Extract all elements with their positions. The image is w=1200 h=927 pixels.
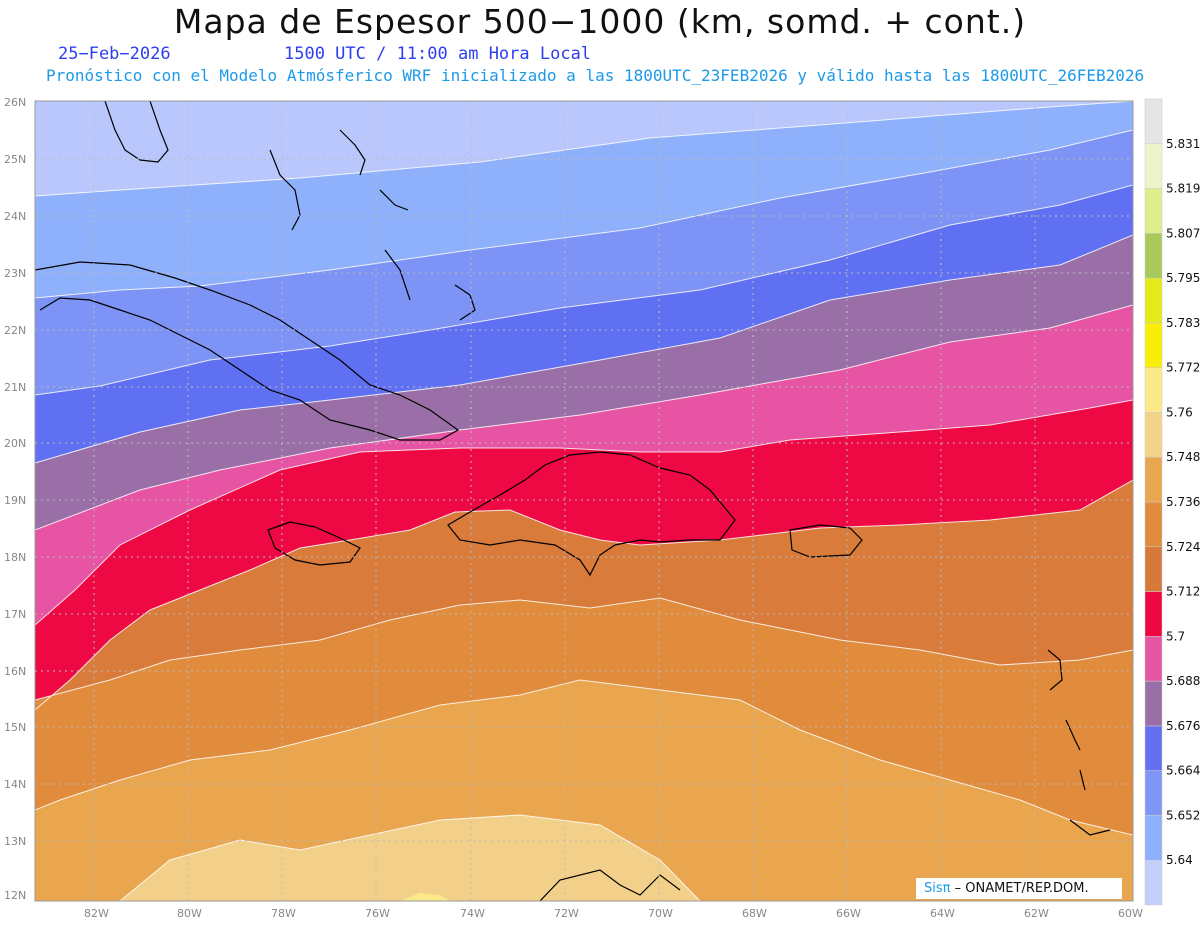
colorbar-swatch [1144,188,1163,234]
colorbar-label: 5.748 [1166,450,1200,464]
lon-label: 68W [742,907,767,920]
lat-label: 14N [4,778,26,791]
band-5.7 [35,305,1133,625]
colorbar-label: 5.688 [1166,674,1200,688]
band-5.748 [35,680,1133,901]
lat-label: 12N [4,889,26,902]
colorbar-swatch [1144,143,1163,189]
colorbar-swatch [1144,501,1163,548]
lon-label: 74W [460,907,485,920]
colorbar-swatch [1144,815,1163,861]
map-frame [34,100,1134,902]
colorbar-swatch [1144,591,1163,637]
florida-coast [104,101,169,163]
forecast-description: Pronóstico con el Modelo Atmósferico WRF… [46,66,1145,85]
colorbar-swatch [1144,322,1163,368]
credit-box: Sisπ – ONAMET/REP.DOM. [916,878,1122,899]
latitude-labels: 26N 25N 24N 23N 22N 21N 20N 19N 18N 17N … [4,96,26,902]
colorbar-label: 5.795 [1166,271,1200,285]
colorbar-swatch [1144,412,1163,458]
lat-label: 22N [4,324,26,337]
jamaica-coast [267,521,361,566]
lon-label: 82W [84,907,109,920]
lat-label: 18N [4,551,26,564]
colorbar-label: 5.76 [1166,405,1193,419]
band-5.664 [35,130,1133,395]
band-5.76 [120,815,700,901]
band-5.652 [35,101,1133,298]
band-5.772 [400,893,450,901]
colorbar-swatch [1144,367,1163,413]
lat-label: 17N [4,608,26,621]
lat-label: 13N [4,835,26,848]
colorbar: 5.64 5.652 5.664 5.676 5.688 5.7 5.712 5.724 5.7… [1144,98,1200,906]
lat-label: 21N [4,381,26,394]
colorbar-swatch [1144,636,1163,682]
valid-date: 25−Feb−2026 [58,44,171,64]
colorbar-swatch [1144,233,1163,279]
valid-time: 1500 UTC / 11:00 am Hora Local [284,44,592,64]
cuba-coast [35,261,460,441]
band-5.736 [35,598,1133,835]
colorbar-swatch [1144,277,1163,324]
band-5.688 [35,235,1133,530]
colorbar-label: 5.712 [1166,585,1200,599]
colorbar-label: 5.664 [1166,764,1200,778]
lat-label: 16N [4,665,26,678]
band-5.712 [35,400,1133,710]
colorbar-swatch [1144,98,1163,145]
sispi-logo: Sisπ [924,881,951,896]
puerto-rico-coast [789,524,863,558]
colorbar-label: 5.724 [1166,540,1200,554]
colorbar-label: 5.831 [1166,137,1200,151]
coastlines [35,101,1111,901]
lat-label: 24N [4,210,26,223]
hispaniola-coast [447,451,736,577]
colorbar-label: 5.64 [1166,853,1193,867]
colorbar-swatch [1144,456,1163,503]
colorbar-swatch [1144,546,1163,592]
colorbar-swatch [1144,680,1163,727]
lon-label: 78W [271,907,296,920]
colorbar-swatch [1144,725,1163,771]
longitude-labels: 82W 80W 78W 76W 74W 72W 70W 68W 66W 64W … [84,907,1143,920]
lon-label: 60W [1118,907,1143,920]
band-5.676 [35,185,1133,463]
colorbar-swatch [1144,770,1163,816]
colorbar-label: 5.772 [1166,361,1200,375]
lon-label: 66W [836,907,861,920]
lon-label: 76W [365,907,390,920]
colorbar-label: 5.807 [1166,226,1200,240]
colorbar-label: 5.783 [1166,316,1200,330]
band-5.724 [35,480,1133,710]
lat-label: 25N [4,153,26,166]
lon-label: 64W [930,907,955,920]
colorbar-label: 5.7 [1166,629,1185,643]
lat-label: 23N [4,267,26,280]
band-5.64 [35,101,1133,196]
thickness-fill [35,101,1133,901]
lon-label: 62W [1024,907,1049,920]
gridlines [35,101,1133,901]
colorbar-label: 5.819 [1166,182,1200,196]
lon-label: 72W [554,907,579,920]
colorbar-label: 5.676 [1166,719,1200,733]
colorbar-label: 5.736 [1166,495,1200,509]
lon-label: 70W [648,907,673,920]
lat-label: 15N [4,721,26,734]
credit-org: – ONAMET/REP.DOM. [954,881,1089,896]
lat-label: 26N [4,96,26,109]
lat-label: 19N [4,494,26,507]
lat-label: 20N [4,437,26,450]
colorbar-label: 5.652 [1166,808,1200,822]
lon-label: 80W [177,907,202,920]
colorbar-swatch [1144,859,1163,906]
bahamas-coast [269,149,301,231]
map-title: Mapa de Espesor 500−1000 (km, somd. + co… [173,2,1027,41]
